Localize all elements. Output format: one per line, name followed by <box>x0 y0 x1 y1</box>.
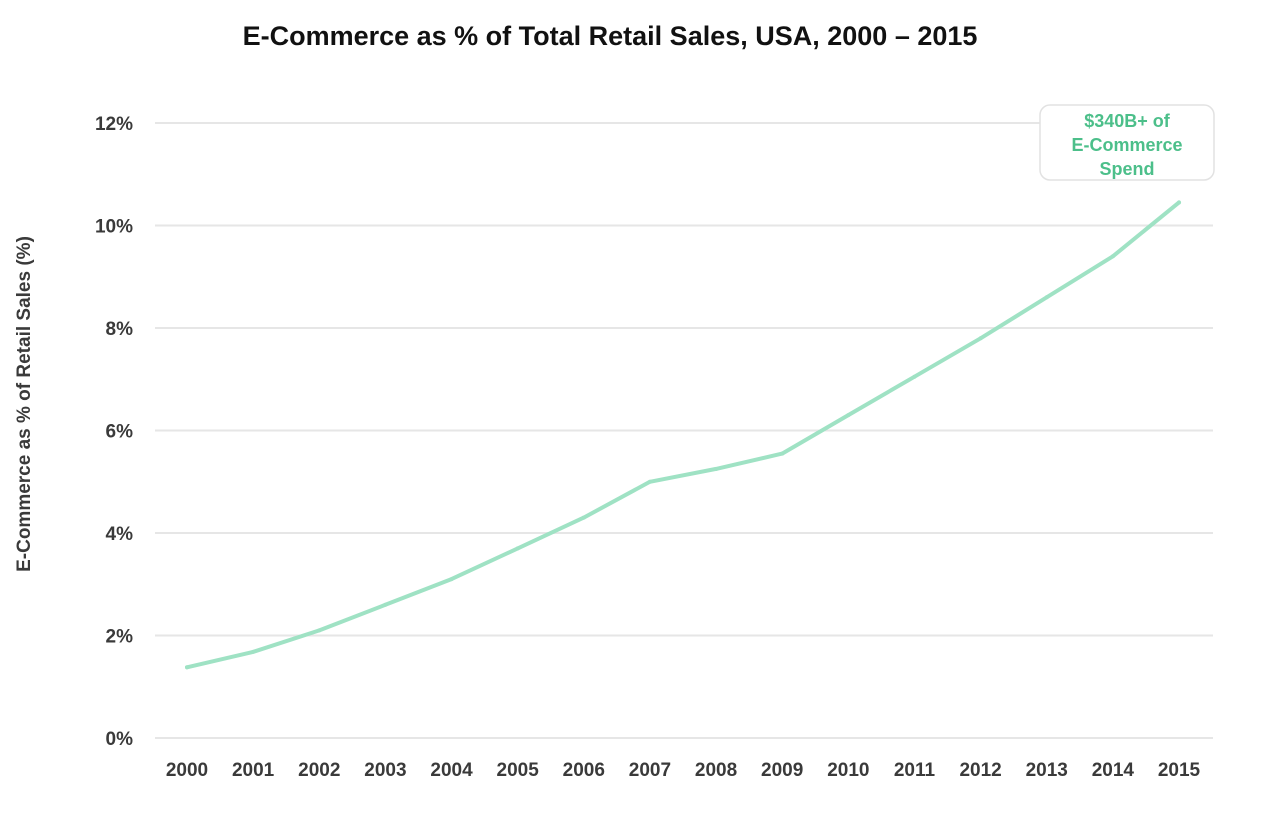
x-tick-label: 2001 <box>232 760 275 781</box>
x-tick-labels: 2000 2001 2002 2003 2004 2005 2006 2007 2008 2009… <box>166 760 1201 781</box>
x-tick-label: 2007 <box>629 760 671 781</box>
data-point <box>1110 254 1115 259</box>
data-point <box>515 546 520 551</box>
data-point <box>647 479 652 484</box>
x-tick-label: 2008 <box>695 760 737 781</box>
x-tick-label: 2006 <box>563 760 605 781</box>
series-layer <box>185 200 1181 670</box>
x-tick-label: 2014 <box>1092 760 1135 781</box>
annotation-callout: $340B+ of E-Commerce Spend <box>1039 104 1215 181</box>
y-tick-label: 10% <box>95 217 133 238</box>
data-point <box>780 451 785 456</box>
data-point <box>185 665 189 670</box>
x-tick-label: 2010 <box>827 760 869 781</box>
data-point <box>1177 200 1181 205</box>
x-tick-label: 2009 <box>761 760 803 781</box>
x-tick-label: 2002 <box>298 760 340 781</box>
y-tick-labels: 0% 2% 4% 6% 8% 10% 12% <box>95 114 133 750</box>
annotation-text: $340B+ of <box>1084 111 1171 131</box>
data-point <box>251 649 256 654</box>
data-point <box>317 628 322 633</box>
data-point <box>581 515 586 520</box>
x-tick-label: 2015 <box>1158 760 1201 781</box>
x-tick-label: 2005 <box>497 760 540 781</box>
data-point <box>1044 295 1049 300</box>
y-tick-label: 2% <box>106 627 134 648</box>
x-tick-label: 2011 <box>894 760 936 781</box>
data-point <box>846 413 851 418</box>
y-axis-label: E-Commerce as % of Retail Sales (%) <box>14 236 35 572</box>
y-tick-label: 12% <box>95 114 133 135</box>
x-tick-label: 2003 <box>364 760 406 781</box>
x-tick-label: 2013 <box>1026 760 1068 781</box>
y-tick-label: 6% <box>106 422 134 443</box>
y-tick-label: 0% <box>106 729 134 750</box>
x-tick-label: 2000 <box>166 760 208 781</box>
annotation-text: E-Commerce <box>1071 135 1182 155</box>
data-point <box>383 602 388 607</box>
chart-title: E-Commerce as % of Total Retail Sales, U… <box>243 21 978 51</box>
y-tick-label: 4% <box>106 524 134 545</box>
y-tick-label: 8% <box>106 319 134 340</box>
gridlines <box>155 122 1213 739</box>
x-tick-label: 2012 <box>959 760 1001 781</box>
data-point <box>449 577 454 582</box>
annotation-text: Spend <box>1099 159 1154 179</box>
annotation-box <box>1039 104 1215 181</box>
x-tick-label: 2004 <box>430 760 473 781</box>
annotation: $340B+ of E-Commerce Spend <box>1039 104 1215 181</box>
data-point <box>978 336 983 341</box>
series-line <box>185 200 1181 670</box>
data-point <box>912 374 917 379</box>
data-point <box>714 466 719 471</box>
